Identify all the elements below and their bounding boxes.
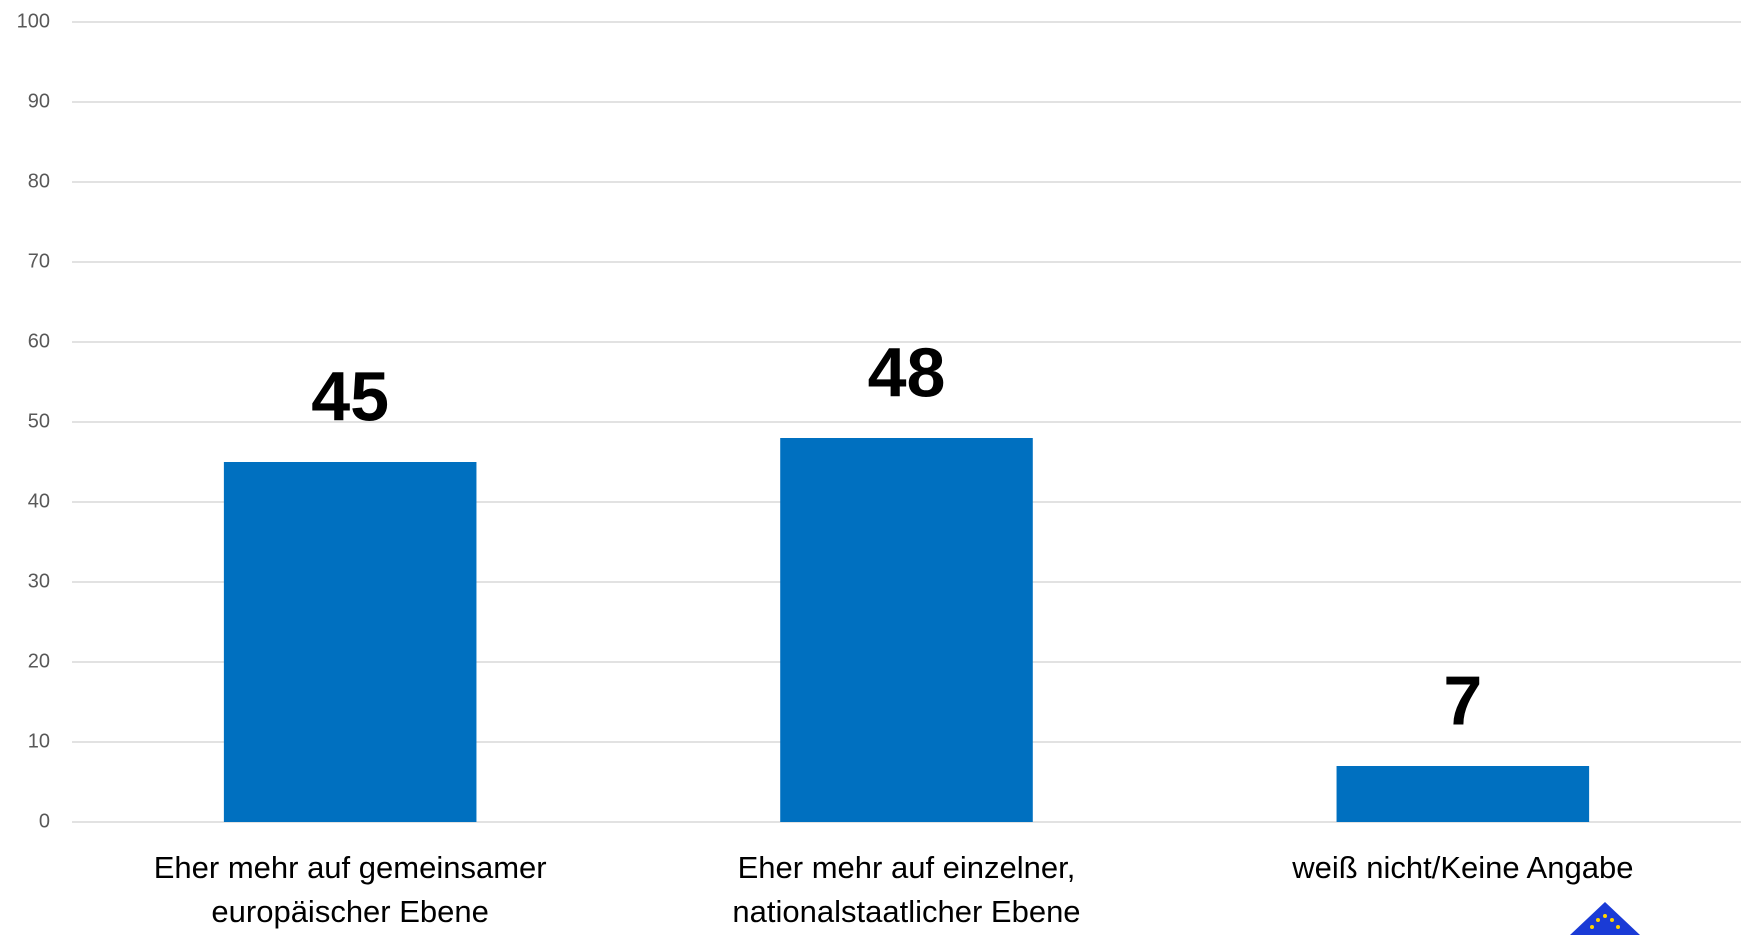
y-tick-label: 70 [28, 250, 50, 272]
value-label: 45 [311, 357, 389, 435]
y-tick-label: 90 [28, 90, 50, 112]
y-tick-label: 50 [28, 410, 50, 432]
bar [223, 462, 477, 822]
bar [780, 438, 1033, 822]
y-tick-label: 20 [28, 650, 50, 672]
value-label: 7 [1443, 661, 1482, 739]
y-tick-label: 80 [28, 170, 50, 192]
value-label: 48 [868, 333, 946, 411]
y-tick-label: 0 [39, 810, 50, 832]
y-tick-label: 60 [28, 330, 50, 352]
y-tick-label: 10 [28, 730, 50, 752]
y-tick-label: 30 [28, 570, 50, 592]
y-tick-label: 40 [28, 490, 50, 512]
eu-logo [1570, 902, 1640, 935]
y-tick-label: 100 [17, 10, 50, 32]
x-tick-label: Eher mehr auf gemeinsamer europäischer E… [153, 850, 547, 929]
bar [1336, 766, 1590, 822]
x-tick-label: Eher mehr auf einzelner, nationalstaatli… [732, 850, 1081, 929]
x-tick-label: weiß nicht/Keine Angabe [1292, 850, 1634, 885]
